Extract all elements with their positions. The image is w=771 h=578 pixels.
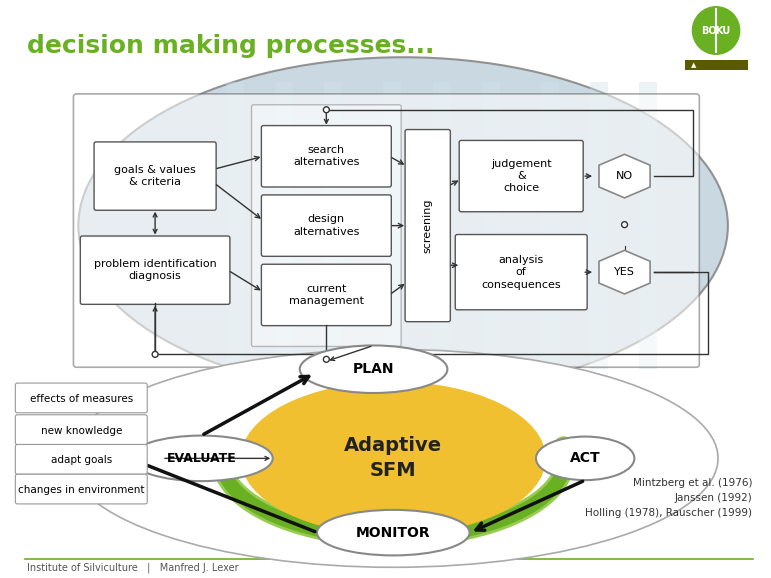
Text: search
alternatives: search alternatives xyxy=(293,145,359,168)
Ellipse shape xyxy=(79,57,728,394)
Ellipse shape xyxy=(130,436,273,481)
Circle shape xyxy=(323,107,329,113)
FancyBboxPatch shape xyxy=(15,444,147,474)
Text: EVALUATE: EVALUATE xyxy=(167,452,236,465)
Text: Mintzberg et al. (1976)
Janssen (1992)
Holling (1978), Rauscher (1999): Mintzberg et al. (1976) Janssen (1992) H… xyxy=(585,478,752,518)
Bar xyxy=(541,82,559,369)
FancyBboxPatch shape xyxy=(15,415,147,444)
Text: ▲: ▲ xyxy=(692,62,697,68)
Bar xyxy=(275,82,293,369)
Text: MONITOR: MONITOR xyxy=(356,525,430,540)
Text: ACT: ACT xyxy=(570,451,601,465)
Bar xyxy=(325,82,342,369)
Ellipse shape xyxy=(241,381,546,535)
Polygon shape xyxy=(599,250,650,294)
Text: design
alternatives: design alternatives xyxy=(293,214,359,237)
FancyBboxPatch shape xyxy=(15,474,147,504)
FancyBboxPatch shape xyxy=(261,125,392,187)
Polygon shape xyxy=(599,154,650,198)
FancyBboxPatch shape xyxy=(251,105,401,346)
Text: YES: YES xyxy=(614,267,635,277)
Text: goals & values
& criteria: goals & values & criteria xyxy=(114,165,196,187)
FancyBboxPatch shape xyxy=(94,142,216,210)
Text: effects of measures: effects of measures xyxy=(29,394,133,404)
FancyBboxPatch shape xyxy=(460,140,583,212)
Ellipse shape xyxy=(300,346,447,393)
Text: changes in environment: changes in environment xyxy=(18,485,144,495)
Text: KU: KU xyxy=(715,25,731,35)
Text: judgement
&
choice: judgement & choice xyxy=(491,159,551,194)
FancyBboxPatch shape xyxy=(15,383,147,413)
Bar xyxy=(482,82,500,369)
Text: Institute of Silviculture   |   Manfred J. Lexer: Institute of Silviculture | Manfred J. L… xyxy=(27,562,239,573)
Ellipse shape xyxy=(536,436,635,480)
Circle shape xyxy=(323,357,329,362)
Circle shape xyxy=(692,7,739,54)
FancyBboxPatch shape xyxy=(73,94,699,367)
Circle shape xyxy=(621,221,628,228)
Text: PLAN: PLAN xyxy=(353,362,394,376)
Text: decision making processes...: decision making processes... xyxy=(27,35,435,58)
Text: analysis
of
consequences: analysis of consequences xyxy=(481,255,561,290)
Text: screening: screening xyxy=(423,198,433,253)
FancyBboxPatch shape xyxy=(80,236,230,305)
FancyBboxPatch shape xyxy=(685,60,748,70)
Text: current
management: current management xyxy=(289,284,364,306)
Bar xyxy=(383,82,401,369)
Text: NO: NO xyxy=(616,171,633,181)
Text: new knowledge: new knowledge xyxy=(41,425,122,436)
Ellipse shape xyxy=(69,350,718,567)
Circle shape xyxy=(152,351,158,357)
FancyBboxPatch shape xyxy=(455,235,588,310)
FancyBboxPatch shape xyxy=(405,129,450,322)
FancyBboxPatch shape xyxy=(261,264,392,325)
Bar xyxy=(433,82,450,369)
Text: BO: BO xyxy=(702,25,717,35)
FancyBboxPatch shape xyxy=(261,195,392,256)
Bar xyxy=(590,82,608,369)
Bar xyxy=(639,82,657,369)
Bar xyxy=(226,82,244,369)
Ellipse shape xyxy=(317,510,470,555)
Text: Adaptive
SFM: Adaptive SFM xyxy=(344,436,443,480)
Text: adapt goals: adapt goals xyxy=(51,455,112,465)
Text: problem identification
diagnosis: problem identification diagnosis xyxy=(94,259,217,281)
